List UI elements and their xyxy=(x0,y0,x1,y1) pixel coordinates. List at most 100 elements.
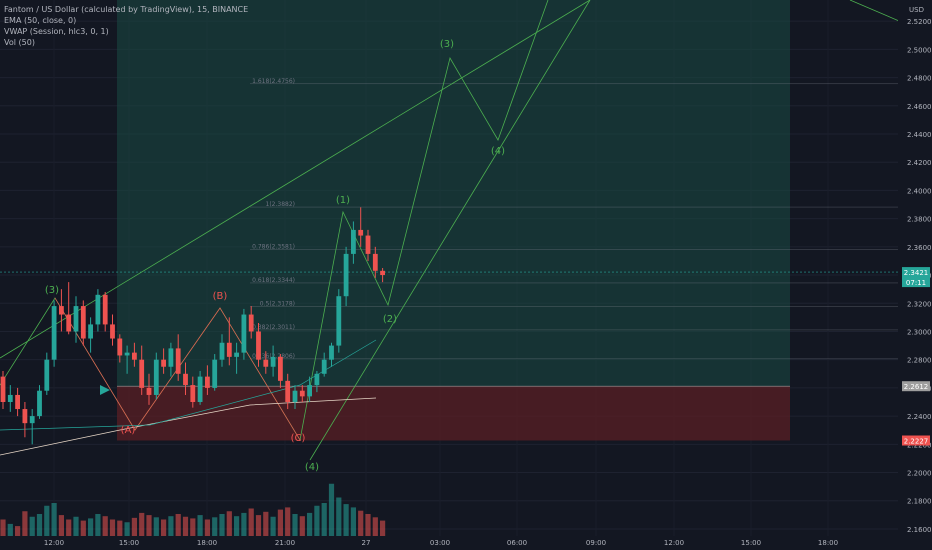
volume-bar xyxy=(95,514,101,536)
price-label-last xyxy=(902,267,930,288)
wave-label: (B) xyxy=(213,291,228,302)
price-tick-label: 2.4800 xyxy=(907,75,932,83)
time-tick-label: 15:00 xyxy=(741,539,761,547)
volume-bar xyxy=(131,517,137,536)
volume-bar xyxy=(44,505,50,536)
candle-body xyxy=(153,359,159,395)
candle-body xyxy=(336,296,342,346)
candle-body xyxy=(117,338,123,356)
price-tick-label: 2.3000 xyxy=(907,328,932,336)
volume-bar xyxy=(365,514,371,536)
fib-label: 0.618(2.3344) xyxy=(252,277,295,284)
time-axis-bg xyxy=(0,536,932,550)
volume-bar xyxy=(234,516,240,536)
fib-label: 1.618(2.4756) xyxy=(252,78,295,85)
time-axis[interactable]: 12:00 15:00 18:00 21:00 27 03:00 06:00 09:00 12:… xyxy=(0,536,932,550)
vwap-indicator[interactable]: VWAP (Session, hlc3, 0, 1) xyxy=(4,27,109,36)
volume-bar xyxy=(117,520,123,536)
candle-body xyxy=(37,390,42,417)
price-tick-label: 2.4600 xyxy=(907,103,932,111)
fib-label: 0.5(2.3178) xyxy=(260,300,295,307)
candle-body xyxy=(51,306,57,360)
candle-body xyxy=(343,253,349,297)
candle-body xyxy=(95,294,101,325)
volume-bar xyxy=(241,512,247,536)
volume-bar xyxy=(219,514,225,536)
stop-zone xyxy=(117,386,790,441)
price-axis[interactable]: 2.5200 2.5000 2.4800 2.4600 2.4400 2.4200 2.40… xyxy=(898,0,932,550)
volume-indicator[interactable]: Vol (50) xyxy=(4,38,35,47)
price-tick-label: 2.2000 xyxy=(907,470,932,478)
volume-bar xyxy=(212,517,218,536)
volume-bar xyxy=(139,512,145,536)
volume-bar xyxy=(255,515,262,536)
volume-bar xyxy=(58,515,64,536)
candle-body xyxy=(110,324,115,339)
candle-body xyxy=(270,356,276,367)
fib-label: 0.786(2.3581) xyxy=(252,244,295,251)
price-label-countdown: 07:11 xyxy=(906,279,926,287)
wave-label: (4) xyxy=(305,462,319,473)
candle-body xyxy=(124,352,130,356)
time-tick-label: 18:00 xyxy=(818,539,838,547)
volume-bar xyxy=(102,516,108,536)
volume-bar xyxy=(153,517,159,536)
volume-bar xyxy=(22,511,28,536)
volume-bar xyxy=(146,515,152,536)
price-tick-label: 2.4200 xyxy=(907,159,932,167)
time-tick-label: 27 xyxy=(362,539,371,547)
volume-bar xyxy=(190,518,196,536)
volume-bar xyxy=(226,511,232,536)
channel-line-lower xyxy=(309,0,591,461)
entry-arrow-icon xyxy=(100,385,110,395)
price-label-target xyxy=(902,381,930,392)
wave-label: (3) xyxy=(45,285,59,296)
candle-body xyxy=(248,314,254,332)
price-tick-label: 2.4400 xyxy=(907,131,932,139)
candle-body xyxy=(329,345,334,360)
volume-bar xyxy=(29,516,35,536)
candle-body xyxy=(139,359,145,388)
candle-body xyxy=(299,390,305,397)
candle-body xyxy=(197,376,203,402)
wave-label: (A) xyxy=(121,425,136,436)
candle-body xyxy=(7,394,13,402)
candle-body xyxy=(321,359,327,374)
price-tick-label: 2.2800 xyxy=(907,357,932,365)
volume-bar xyxy=(124,522,130,536)
volume-bar xyxy=(73,516,79,536)
currency-label: USD xyxy=(909,6,924,14)
candle-body xyxy=(234,352,239,357)
price-label-stop xyxy=(902,435,930,446)
time-tick-label: 09:00 xyxy=(586,539,606,547)
candle-body xyxy=(205,376,210,388)
price-tick-label: 2.1600 xyxy=(907,526,932,534)
candle-body xyxy=(73,306,79,332)
time-tick-label: 12:00 xyxy=(664,539,684,547)
volume-bar xyxy=(182,516,189,536)
price-label-value: 2.3421 xyxy=(904,269,929,277)
candle-body xyxy=(29,416,35,424)
candle-body xyxy=(190,385,196,402)
candle-body xyxy=(15,394,20,410)
candle-body xyxy=(161,359,166,367)
symbol-title[interactable]: Fantom / US Dollar (calculated by Tradin… xyxy=(4,5,249,14)
candle-body xyxy=(0,376,6,402)
candle-body xyxy=(372,253,378,271)
candle-body xyxy=(212,359,218,388)
candle-body xyxy=(219,342,225,360)
time-tick-label: 06:00 xyxy=(507,539,527,547)
candle-body xyxy=(314,373,320,386)
candle-body xyxy=(307,385,312,397)
candle-body xyxy=(175,348,181,374)
candle-body xyxy=(365,235,371,254)
candle-body xyxy=(146,387,152,395)
ema-line xyxy=(0,339,377,431)
volume-bar xyxy=(175,514,181,536)
ema-indicator[interactable]: EMA (50, close, 0) xyxy=(4,16,77,25)
volume-bar xyxy=(36,514,43,536)
wave-label: (1) xyxy=(336,195,350,206)
volume-bar xyxy=(343,504,349,536)
volume-bar xyxy=(7,523,13,536)
